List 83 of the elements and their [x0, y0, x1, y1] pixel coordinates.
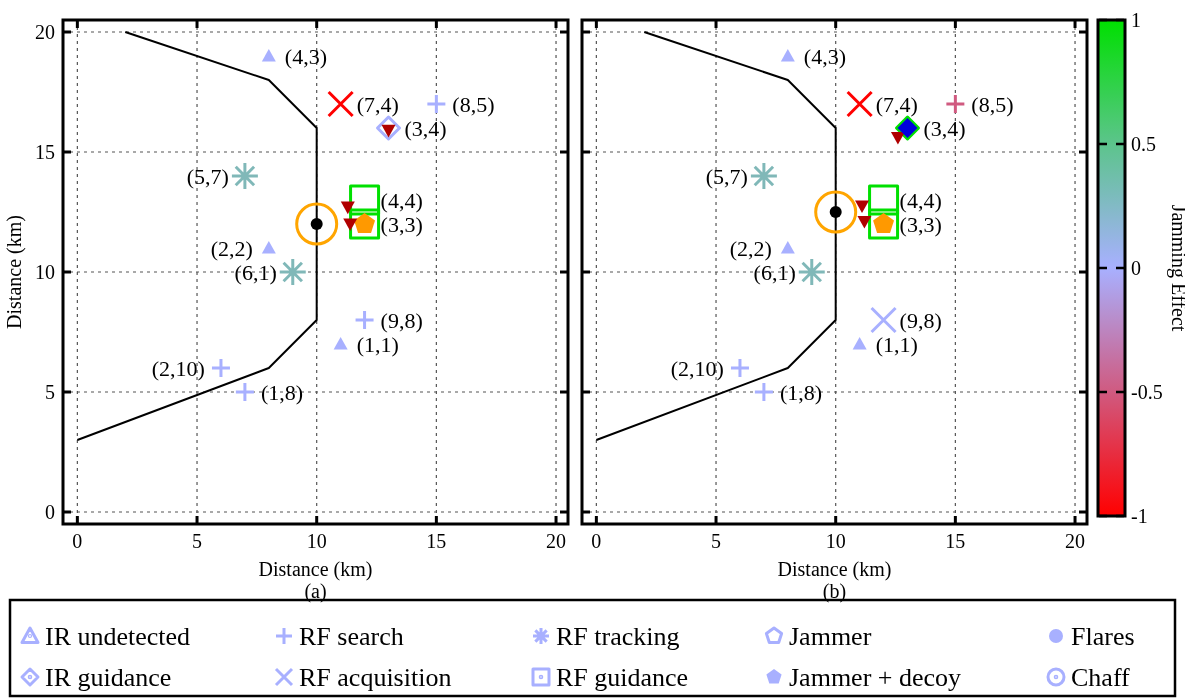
annotation: (1,8) — [779, 379, 823, 405]
point — [753, 381, 775, 403]
color-bar-label: -0.5 — [1131, 381, 1163, 403]
y-tick-label: 5 — [45, 381, 55, 403]
y-tick-label: 20 — [35, 21, 55, 43]
point — [210, 357, 232, 379]
text: RF guidance — [556, 663, 689, 693]
annotation: (5,7) — [186, 163, 229, 189]
annotation: (3,4) — [923, 115, 966, 141]
annotation: (1,8) — [260, 379, 304, 405]
annotation: (7,4) — [356, 91, 399, 117]
annotation: (4,3) — [803, 43, 846, 69]
point — [780, 241, 795, 254]
x-tick-label: 0 — [72, 530, 83, 552]
x-tick-label: 15 — [945, 530, 966, 552]
point — [354, 309, 376, 331]
x-tick-label: 10 — [825, 530, 846, 552]
text: Chaff — [1071, 663, 1131, 693]
point — [857, 216, 872, 229]
annotation: (7,4) — [875, 91, 918, 117]
text: IR undetected — [45, 622, 191, 652]
annotation: (2,2) — [729, 235, 772, 261]
annotation: (2,10) — [151, 355, 205, 381]
point — [349, 184, 381, 216]
point — [425, 93, 447, 115]
x-tick-label: 10 — [306, 530, 327, 552]
point — [234, 381, 256, 403]
annotation: (1,1) — [875, 331, 918, 357]
point — [340, 201, 355, 215]
color-bar-label: 0.5 — [1131, 133, 1156, 155]
point — [814, 190, 858, 234]
point — [852, 337, 867, 350]
annotation: (2,10) — [670, 355, 724, 381]
annotation: (1,1) — [356, 331, 399, 357]
x-tick-label: 0 — [591, 530, 602, 552]
point — [855, 200, 870, 213]
x-tick-label: 20 — [1065, 530, 1086, 552]
text: RF tracking — [556, 622, 680, 652]
annotation: (3,4) — [404, 115, 447, 141]
annotation: (2,2) — [210, 235, 253, 261]
point — [343, 218, 358, 231]
text: Jammer + decoy — [789, 663, 962, 693]
text: Jammer — [789, 622, 872, 652]
text: RF acquisition — [299, 663, 452, 693]
point — [780, 49, 795, 62]
color-bar-label: 0 — [1131, 257, 1141, 279]
x-axis-title: Distance (km) — [258, 558, 373, 581]
point — [376, 115, 401, 141]
point — [846, 90, 874, 118]
point — [295, 202, 339, 246]
x-tick-label: 20 — [546, 530, 567, 552]
x-axis-title: Distance (km) — [777, 558, 892, 581]
annotation: (4,4) — [380, 187, 423, 213]
annotation: (4,4) — [899, 187, 942, 213]
point — [868, 184, 900, 216]
y-axis-title: Distance (km) — [3, 215, 26, 329]
point — [261, 241, 276, 254]
annotation: (8,5) — [452, 91, 495, 117]
point — [729, 357, 751, 379]
color-bar-label: -1 — [1131, 505, 1148, 527]
text: RF search — [299, 622, 404, 652]
point — [868, 208, 900, 240]
y-tick-label: 0 — [45, 501, 55, 523]
text: (a) — [304, 580, 327, 603]
annotation: (8,5) — [971, 91, 1014, 117]
text: IR guidance — [45, 663, 172, 693]
annotation: (9,8) — [380, 307, 423, 333]
point — [349, 208, 381, 240]
point — [890, 132, 905, 145]
x-tick-label: 5 — [192, 530, 203, 552]
x-tick-label: 5 — [711, 530, 722, 552]
point — [261, 49, 276, 62]
x-tick-label: 15 — [426, 530, 447, 552]
y-tick-label: 15 — [35, 141, 55, 163]
text: Flares — [1071, 622, 1135, 652]
annotation: (9,8) — [899, 307, 942, 333]
point — [327, 90, 355, 118]
annotation: (4,3) — [284, 43, 327, 69]
annotation: (5,7) — [705, 163, 748, 189]
point — [333, 337, 348, 350]
y-tick-label: 10 — [35, 261, 55, 283]
color-bar-label: 1 — [1131, 9, 1141, 31]
point — [944, 93, 966, 115]
